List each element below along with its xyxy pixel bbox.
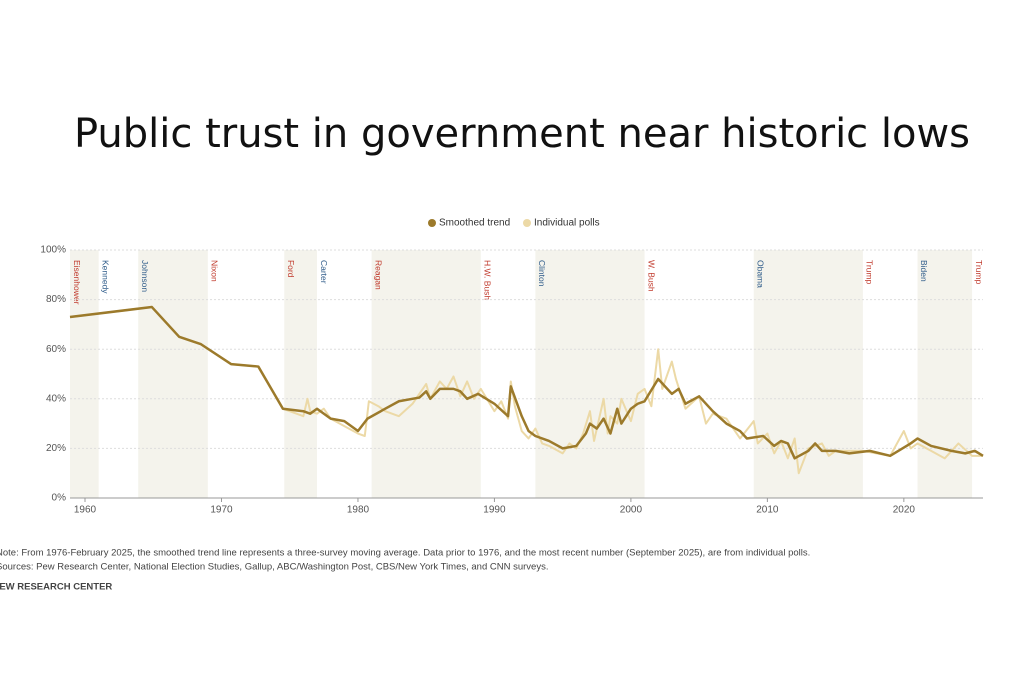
chart-title: Public trust in government near historic… — [74, 111, 970, 157]
y-tick-label: 40% — [46, 393, 66, 404]
y-tick-label: 60% — [46, 344, 66, 355]
x-tick-label: 1960 — [74, 505, 97, 516]
x-tick-label: 2010 — [756, 505, 779, 516]
legend-swatch — [428, 219, 436, 227]
y-tick-label: 20% — [46, 443, 66, 454]
x-tick-label: 1980 — [347, 505, 370, 516]
president-bands: Eisenhower Kennedy Johnson Nixon Ford Carter R… — [70, 250, 984, 498]
president-label: Obama — [755, 260, 765, 288]
series-line — [69, 305, 984, 460]
legend-label: Smoothed trend — [439, 218, 510, 229]
president-label: Carter — [319, 260, 329, 284]
president-label: Biden — [919, 260, 929, 282]
president-band — [138, 250, 208, 498]
note: Note: From 1976-February 2025, the smoot… — [0, 548, 810, 559]
series-line — [69, 306, 983, 475]
president-label: Kennedy — [100, 260, 110, 294]
x-tick-label: 2020 — [893, 505, 916, 516]
y-tick-label: 80% — [46, 294, 66, 305]
president-band — [70, 250, 99, 498]
president-band — [371, 250, 481, 498]
president-label: Trump — [865, 260, 875, 285]
source: Sources: Pew Research Center, National E… — [0, 562, 548, 573]
president-label: Eisenhower — [72, 260, 82, 305]
president-label: Ford — [286, 260, 296, 278]
president-label: Reagan — [373, 260, 383, 290]
legend-swatch — [523, 219, 531, 227]
president-band — [284, 250, 318, 498]
president-label: Nixon — [210, 260, 220, 282]
president-band — [917, 250, 973, 498]
legend-label: Individual polls — [534, 218, 600, 229]
president-label: W. Bush — [646, 260, 656, 292]
credit: PEW RESEARCH CENTER — [0, 582, 112, 593]
legend: Smoothed trend Individual polls — [428, 218, 600, 229]
president-label: Johnson — [140, 260, 150, 292]
president-label: H.W. Bush — [483, 260, 493, 300]
x-tick-label: 1970 — [210, 505, 233, 516]
y-tick-label: 0% — [52, 493, 67, 504]
president-band — [535, 250, 645, 498]
president-label: Trump — [974, 260, 984, 285]
y-tick-label: 100% — [40, 245, 66, 256]
x-tick-label: 1990 — [483, 505, 506, 516]
grid: 0% 20% 40% 60% 80% 100% 1960 1970 1980 1990 2000 20… — [40, 245, 983, 516]
x-tick-label: 2000 — [620, 505, 643, 516]
president-band — [753, 250, 863, 498]
lines — [69, 305, 984, 475]
president-label: Clinton — [537, 260, 547, 287]
